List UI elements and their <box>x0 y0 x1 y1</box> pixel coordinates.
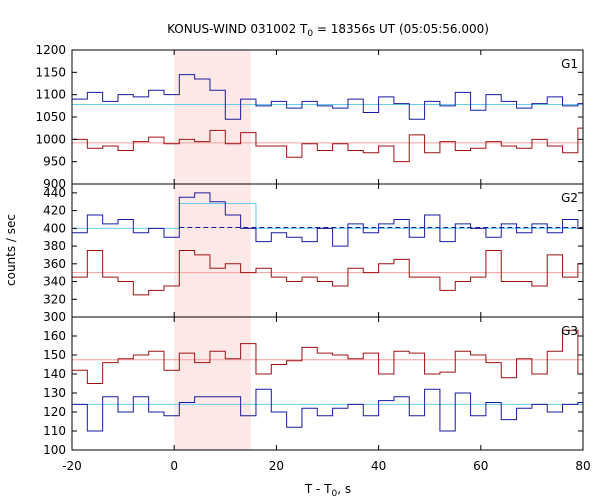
plot-area: 90095010001050110011501200G1300320340360… <box>35 43 590 473</box>
y-tick-label: 380 <box>43 239 66 253</box>
y-axis-title: counts / sec <box>4 214 18 286</box>
y-tick-label: 320 <box>43 292 66 306</box>
panel-g2: 300 320 340 360 380 400 420 440 G2 <box>43 183 584 324</box>
y-tick-label: 360 <box>43 257 66 271</box>
y-tick-label: 900 <box>43 177 66 191</box>
panel-label: G3 <box>561 324 578 338</box>
y-tick-label: 440 <box>43 186 66 200</box>
panel-frame <box>71 49 584 185</box>
y-tick-label: 1200 <box>35 43 66 57</box>
fit-line <box>72 203 583 229</box>
y-tick-label: 1000 <box>35 132 66 146</box>
panel-frame <box>71 183 584 318</box>
panel-label: G1 <box>561 57 578 71</box>
y-tick-label: 120 <box>43 405 66 419</box>
panel-frame <box>71 316 584 451</box>
y-tick-label: 400 <box>43 221 66 235</box>
panel-g1: 900 950 1000 1050 1100 1150 1200 G1 <box>35 43 584 191</box>
chart-title: KONUS-WIND 031002 T0 = 18356s UT (05:05:… <box>167 22 489 39</box>
y-tick-label: 1100 <box>35 88 66 102</box>
histogram-series-2 <box>72 388 583 432</box>
x-tick-label: -20 <box>62 459 82 473</box>
panel-g3: 100 110 120 130 140 150 160 G3 <box>43 316 584 457</box>
histogram-series-1 <box>72 329 583 384</box>
histogram-series-2 <box>72 127 583 163</box>
x-tick-label: 40 <box>371 459 386 473</box>
x-tick-label: 20 <box>269 459 284 473</box>
x-axis-title: T - T0, s <box>304 482 351 499</box>
y-tick-label: 420 <box>43 204 66 218</box>
histogram-series-2 <box>72 250 583 296</box>
y-tick-label: 1050 <box>35 110 66 124</box>
x-tick-label: 80 <box>575 459 590 473</box>
histogram-series-1 <box>72 74 583 120</box>
y-tick-label: 160 <box>43 329 66 343</box>
y-tick-label: 100 <box>43 443 66 457</box>
y-tick-label: 130 <box>43 386 66 400</box>
x-tick-label: 60 <box>473 459 488 473</box>
x-tick-label: 0 <box>170 459 178 473</box>
y-tick-label: 140 <box>43 367 66 381</box>
y-tick-label: 950 <box>43 155 66 169</box>
y-tick-label: 150 <box>43 348 66 362</box>
panel-label: G2 <box>561 191 578 205</box>
histogram-series-1 <box>72 192 583 247</box>
y-tick-label: 340 <box>43 275 66 289</box>
y-tick-label: 300 <box>43 310 66 324</box>
y-tick-label: 1150 <box>35 65 66 79</box>
y-tick-label: 110 <box>43 424 66 438</box>
